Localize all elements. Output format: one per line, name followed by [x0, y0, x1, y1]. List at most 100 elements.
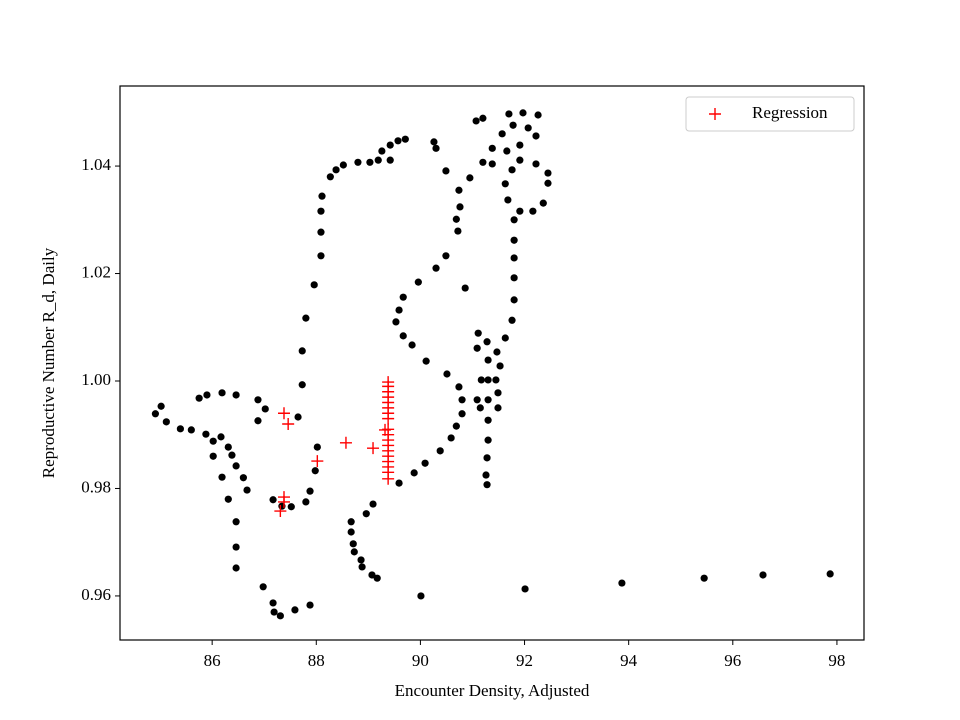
point [410, 469, 418, 477]
point [399, 332, 407, 340]
point [436, 447, 444, 455]
point [151, 410, 160, 418]
point [505, 110, 513, 118]
point [476, 404, 484, 412]
point [347, 518, 355, 526]
point [483, 481, 491, 489]
point [291, 606, 299, 614]
point [157, 402, 165, 410]
point [458, 410, 466, 418]
point [472, 117, 480, 125]
point [494, 389, 502, 397]
point [408, 341, 416, 349]
point [203, 391, 211, 399]
plus-marker [382, 472, 395, 485]
point [484, 416, 492, 424]
point [482, 471, 490, 479]
point [232, 462, 240, 470]
point [414, 278, 422, 286]
plus-marker [311, 455, 324, 468]
point [401, 135, 409, 143]
point [395, 306, 403, 314]
point [461, 284, 469, 292]
point [421, 459, 429, 467]
y-axis-label: Reproductive Number R_d, Daily [39, 247, 58, 478]
point [508, 166, 516, 174]
point [501, 334, 509, 342]
point [473, 344, 481, 352]
plus-marker [274, 505, 287, 518]
point [287, 503, 295, 511]
point [484, 436, 492, 444]
point [488, 160, 496, 168]
point [488, 144, 496, 152]
legend-marker [709, 108, 721, 120]
point [209, 437, 217, 445]
point [339, 161, 347, 169]
point [259, 583, 267, 591]
point [504, 196, 512, 204]
point [510, 274, 518, 282]
point [306, 487, 314, 495]
x-tick-label: 94 [620, 651, 638, 670]
point [232, 543, 240, 551]
point [534, 111, 542, 119]
point [544, 179, 552, 187]
point [466, 174, 474, 182]
point [443, 370, 451, 378]
point [516, 207, 524, 215]
point [456, 203, 464, 211]
point [483, 454, 491, 462]
point [254, 417, 262, 425]
point [232, 391, 240, 399]
plus-marker [367, 442, 380, 455]
y-tick-label: 1.04 [81, 155, 111, 174]
point [700, 574, 708, 582]
point [455, 186, 463, 194]
point [202, 430, 210, 438]
point [544, 169, 552, 177]
point [254, 396, 262, 404]
point [368, 571, 376, 579]
y-tick-label: 0.96 [81, 585, 111, 604]
point [232, 518, 240, 526]
point [362, 510, 370, 518]
point [474, 329, 482, 337]
point [430, 138, 438, 146]
point [176, 425, 184, 433]
point [386, 141, 394, 149]
point [224, 495, 232, 503]
point [479, 158, 487, 166]
point [510, 296, 518, 304]
x-tick-label: 86 [204, 651, 221, 670]
point [510, 254, 518, 262]
point [532, 160, 540, 168]
point [313, 443, 321, 451]
plus-marker [278, 495, 291, 508]
point [270, 608, 278, 616]
point [473, 396, 481, 404]
point [386, 156, 394, 164]
point [458, 396, 466, 404]
plot-frame [119, 85, 865, 641]
point [298, 381, 306, 389]
plus-marker [278, 407, 291, 420]
point [539, 199, 547, 207]
point [317, 207, 325, 215]
point [261, 405, 269, 413]
point [399, 293, 407, 301]
point [224, 443, 232, 451]
point [306, 601, 314, 609]
point [195, 394, 203, 402]
point [347, 528, 355, 536]
point [228, 451, 236, 459]
point [501, 180, 509, 188]
point [276, 612, 284, 620]
point [232, 564, 240, 572]
point [454, 227, 462, 235]
point [209, 452, 217, 460]
legend-label: Regression [752, 103, 828, 122]
point [442, 252, 450, 260]
point [358, 563, 366, 571]
